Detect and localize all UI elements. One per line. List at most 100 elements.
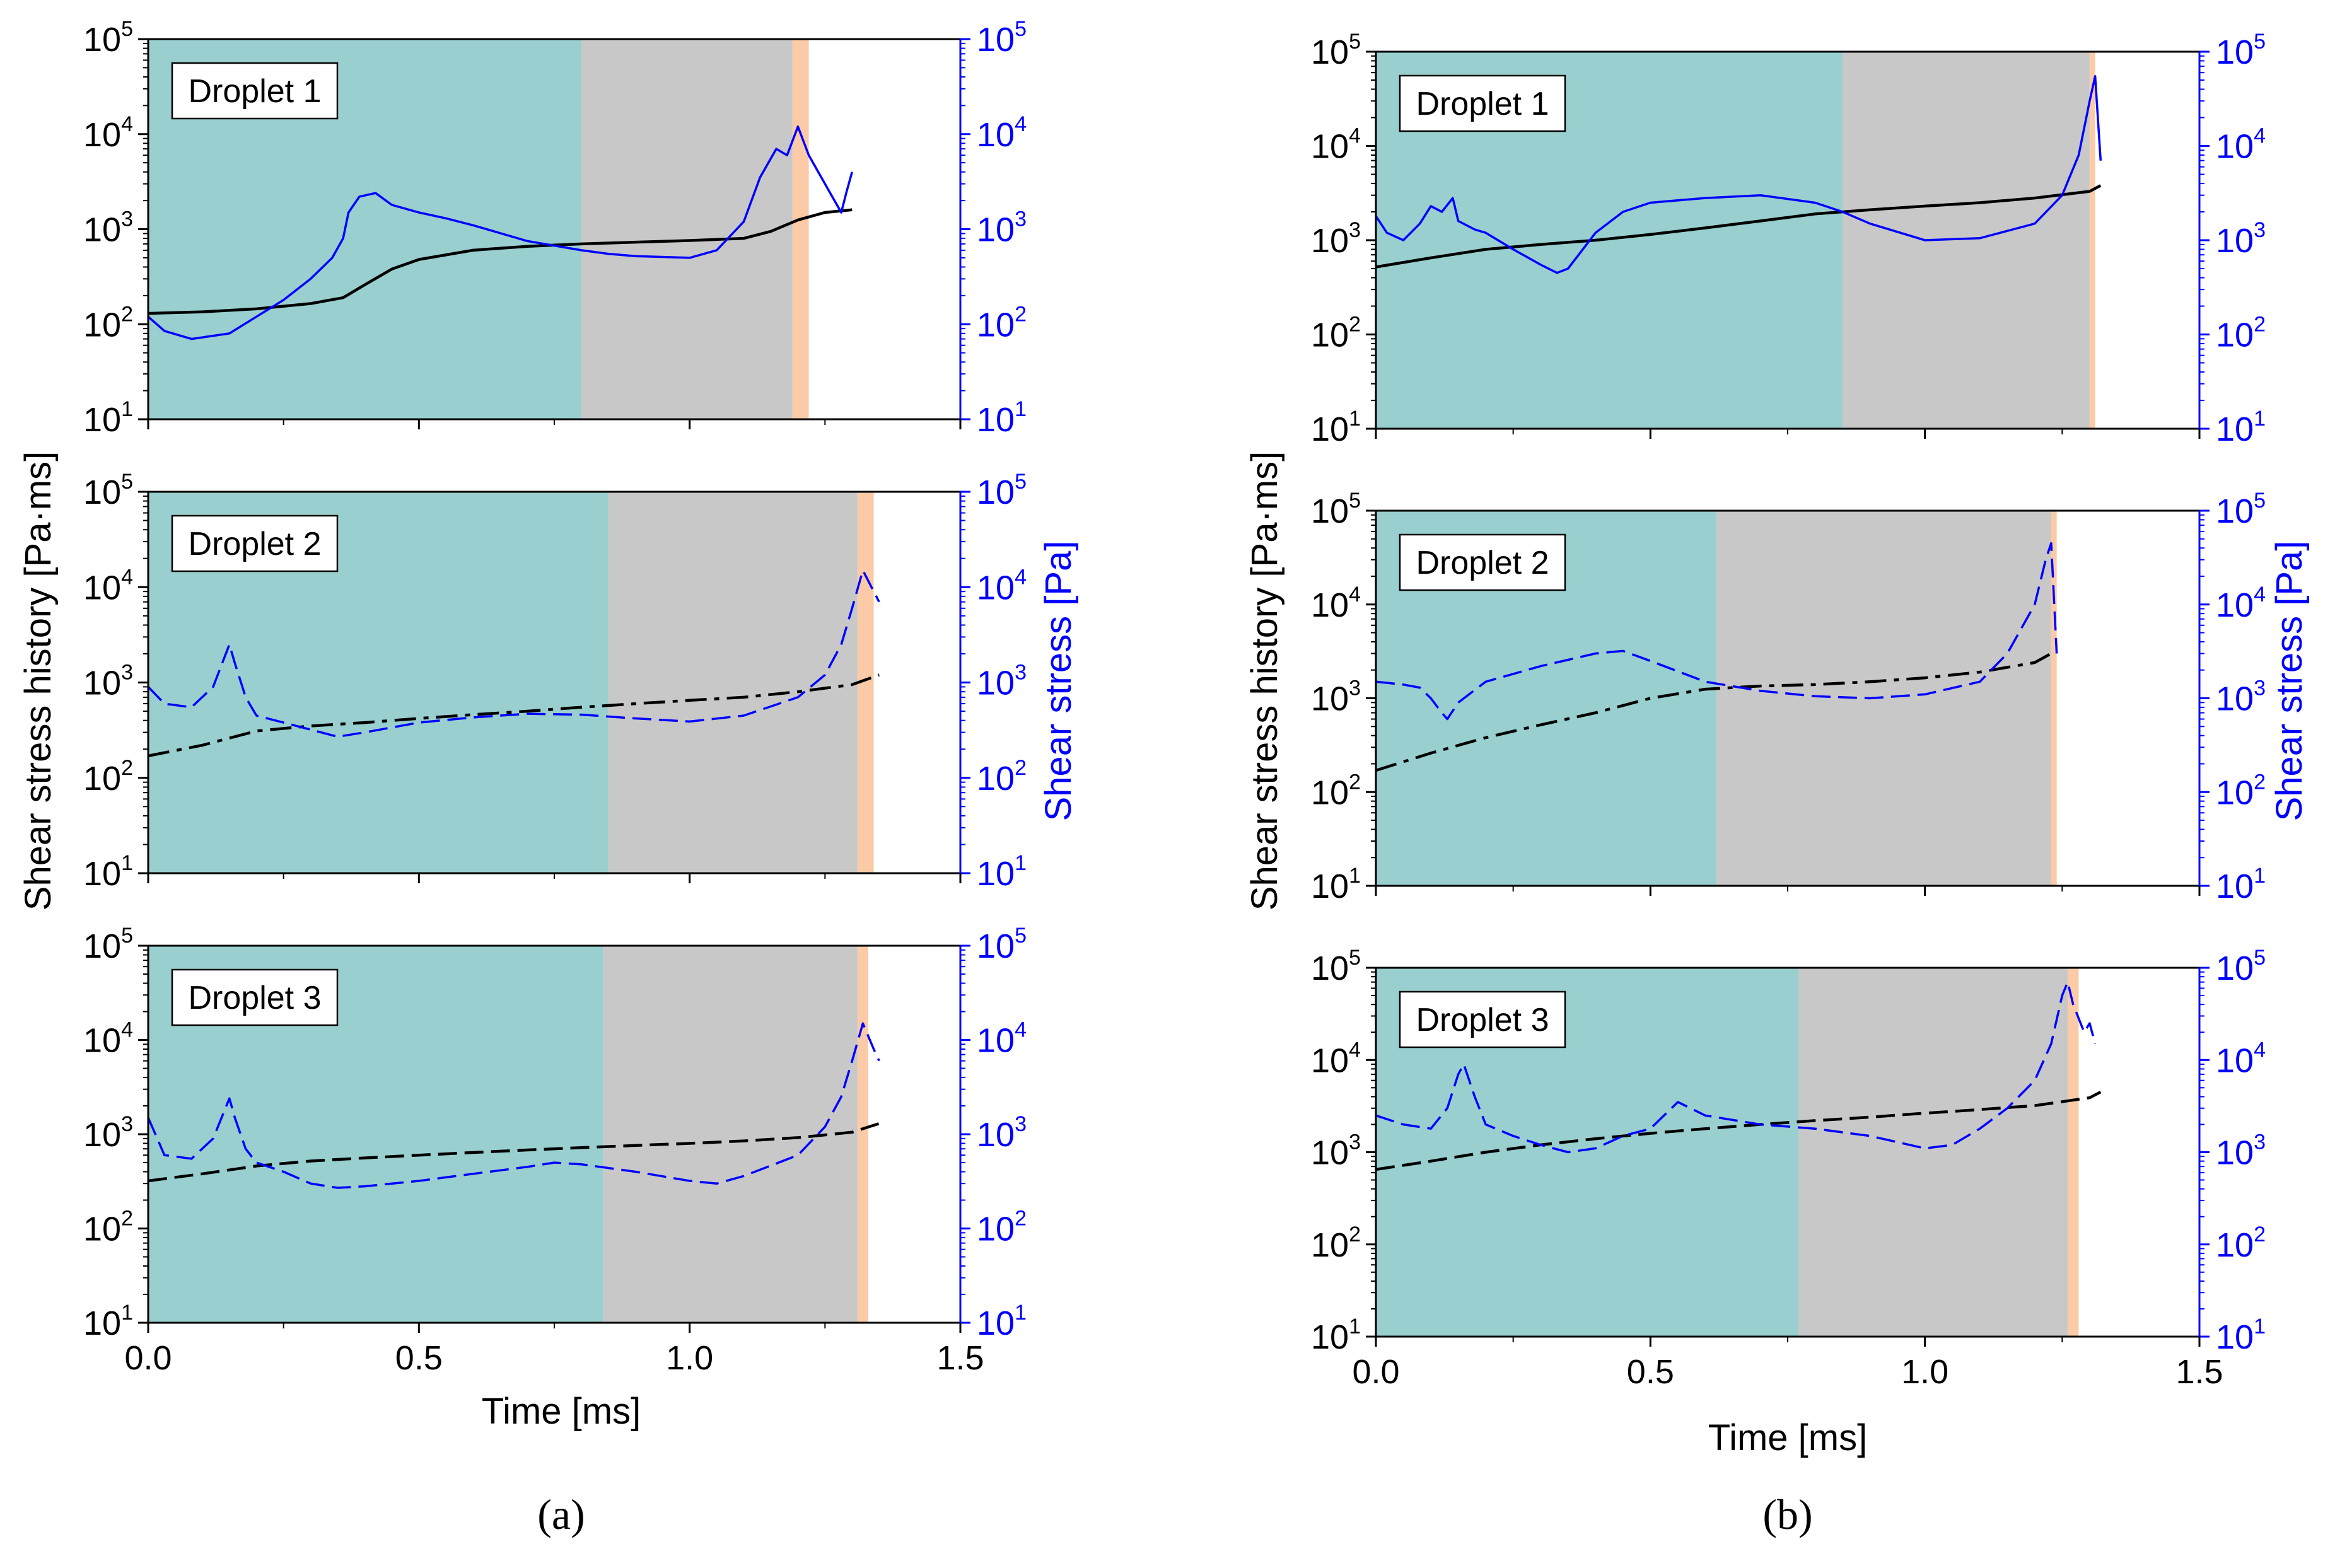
y-tick-label-left: 103 <box>83 661 133 702</box>
y-tick-label-left: 102 <box>83 1207 133 1248</box>
y-tick-label-left: 104 <box>83 1018 133 1060</box>
y-tick-label-right: 104 <box>977 112 1027 154</box>
y-tick-label-left: 104 <box>83 565 133 607</box>
phase-region-3 <box>857 946 869 1323</box>
x-tick-label: 1.0 <box>1901 1353 1948 1391</box>
y-tick-label-right: 103 <box>2216 677 2266 718</box>
y-tick-label-right: 105 <box>2216 946 2266 987</box>
droplet-label-box <box>1399 74 1566 132</box>
y-tick-label-right: 103 <box>2216 218 2266 260</box>
y-tick-label-right: 104 <box>2216 124 2266 166</box>
y-tick-label-right: 104 <box>977 1018 1027 1060</box>
y-tick-label-left: 101 <box>83 1301 133 1342</box>
shear-stress-line <box>1375 542 2058 721</box>
y-tick-label-right: 101 <box>977 851 1027 893</box>
y-tick-label-left: 105 <box>83 924 133 965</box>
phase-region-3 <box>2089 52 2095 429</box>
x-tick-label: 1.5 <box>2175 1353 2223 1391</box>
y-tick-label-right: 101 <box>977 397 1027 439</box>
right-ylabel-a: Shear stress [Pa] <box>1038 541 1079 822</box>
phase-region-2 <box>608 492 858 873</box>
shear-stress-line <box>147 125 853 340</box>
y-tick-label-left: 102 <box>83 756 133 798</box>
y-tick-label-left: 104 <box>1311 1038 1361 1079</box>
shear-stress-history-line <box>148 208 853 315</box>
xlabel-b: Time [ms] <box>1708 1417 1867 1458</box>
y-tick-label-right: 102 <box>977 1207 1027 1248</box>
chart-a-2: 101 101 102 102 103 103 104 104 105 105 Droplet 2 <box>83 470 1027 893</box>
y-tick-label-right: 105 <box>977 924 1027 965</box>
y-tick-label-right: 103 <box>977 207 1027 249</box>
y-tick-label-left: 103 <box>83 207 133 249</box>
x-tick-label: 0.5 <box>1627 1353 1674 1391</box>
y-tick-label-right: 102 <box>2216 313 2266 354</box>
left-ylabel-a: Shear stress history [Pa·ms] <box>18 451 59 910</box>
droplet-label-box <box>1399 533 1566 591</box>
droplet-label: Droplet 1 <box>189 73 322 110</box>
y-tick-label-right: 102 <box>977 756 1027 798</box>
y-tick-label-right: 105 <box>977 470 1027 511</box>
y-tick-label-left: 101 <box>1311 864 1361 905</box>
y-tick-label-right: 103 <box>977 1112 1027 1154</box>
y-tick-label-right: 105 <box>977 17 1027 59</box>
y-tick-label-left: 102 <box>1311 313 1361 354</box>
y-tick-label-right: 105 <box>2216 30 2266 71</box>
droplet-label-box <box>171 968 339 1026</box>
y-tick-label-left: 105 <box>83 470 133 511</box>
xlabel-a: Time [ms] <box>482 1391 641 1432</box>
y-tick-label-left: 104 <box>1311 583 1361 624</box>
y-tick-label-left: 103 <box>83 1112 133 1154</box>
y-tick-label-right: 103 <box>977 661 1027 702</box>
y-tick-label-left: 101 <box>83 397 133 439</box>
y-tick-label-right: 102 <box>977 302 1027 344</box>
phase-region-2 <box>1716 511 2051 886</box>
phase-region-3 <box>2051 511 2057 886</box>
phase-region-2 <box>581 39 793 419</box>
chart-a-1: 101 101 102 102 103 103 104 104 105 105 Droplet 1 <box>83 17 1027 439</box>
chart-b-3: 101 101 102 102 103 103 104 104 105 105 0.0 0.5 1.0 1… <box>1311 946 2266 1391</box>
y-tick-label-left: 105 <box>83 17 133 59</box>
panel-caption-a: (a) <box>537 1490 585 1538</box>
shear-stress-line <box>147 1022 880 1189</box>
droplet-label: Droplet 1 <box>1416 86 1549 122</box>
y-tick-label-right: 101 <box>977 1301 1027 1342</box>
y-tick-label-left: 102 <box>1311 770 1361 811</box>
droplet-label-box <box>1399 990 1566 1048</box>
y-tick-label-left: 101 <box>83 851 133 893</box>
y-tick-label-right: 101 <box>2216 864 2266 905</box>
shear-stress-line <box>1375 980 2097 1154</box>
y-tick-label-right: 104 <box>977 565 1027 607</box>
phase-region-2 <box>603 946 858 1323</box>
shear-stress-history-line <box>148 673 880 758</box>
y-tick-label-left: 105 <box>1311 946 1361 987</box>
phase-region-2 <box>1843 52 2090 429</box>
y-tick-label-right: 104 <box>2216 583 2266 624</box>
x-tick-label: 1.0 <box>666 1339 713 1377</box>
shear-stress-line <box>1375 75 2102 274</box>
y-tick-label-left: 105 <box>1311 30 1361 71</box>
droplet-label-box <box>171 514 339 572</box>
y-tick-label-left: 102 <box>1311 1222 1361 1264</box>
y-tick-label-left: 103 <box>1311 677 1361 718</box>
y-tick-label-left: 101 <box>1311 407 1361 448</box>
y-tick-label-left: 103 <box>1311 218 1361 260</box>
x-tick-label: 0.0 <box>124 1339 172 1377</box>
y-tick-label-right: 101 <box>2216 1315 2266 1356</box>
phase-region-2 <box>1798 968 2068 1337</box>
left-ylabel-b: Shear stress history [Pa·ms] <box>1244 451 1285 910</box>
y-tick-label-right: 102 <box>2216 1222 2266 1264</box>
y-tick-label-left: 103 <box>1311 1130 1361 1172</box>
droplet-label-box <box>171 62 339 120</box>
phase-region-3 <box>792 39 809 419</box>
y-tick-label-left: 104 <box>1311 124 1361 166</box>
droplet-label: Droplet 3 <box>189 980 322 1016</box>
y-tick-label-left: 101 <box>1311 1315 1361 1356</box>
panel-caption-b: (b) <box>1762 1490 1812 1538</box>
shear-stress-history-line <box>1375 184 2102 269</box>
y-tick-label-left: 105 <box>1311 489 1361 530</box>
chart-b-1: 101 101 102 102 103 103 104 104 105 105 Droplet 1 <box>1311 30 2266 448</box>
chart-b-2: 101 101 102 102 103 103 104 104 105 105 Droplet 2 <box>1311 489 2266 905</box>
droplet-label: Droplet 3 <box>1416 1002 1549 1038</box>
droplet-label: Droplet 2 <box>189 526 322 562</box>
